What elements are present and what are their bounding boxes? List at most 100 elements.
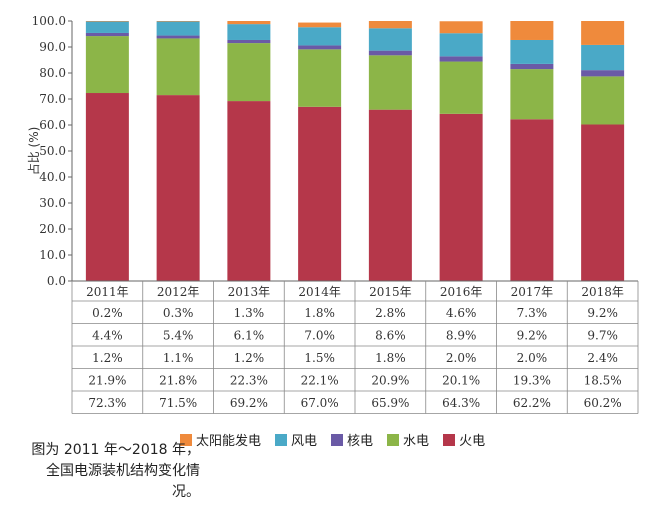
x-tick-label: 2018年: [581, 285, 624, 299]
bar-segment: [227, 39, 271, 44]
data-label: 4.6%: [446, 306, 477, 320]
bar-segment: [510, 119, 554, 281]
y-tick-label: 60.0: [39, 118, 66, 132]
data-label: 5.4%: [163, 329, 194, 343]
bar-segment: [581, 44, 625, 71]
bar-segment: [439, 56, 483, 62]
data-label: 7.0%: [304, 329, 335, 343]
bar-segment: [298, 106, 342, 281]
bar-segment: [85, 21, 129, 33]
bar-segment: [298, 22, 342, 28]
data-label: 18.5%: [584, 374, 622, 388]
bar-segment: [85, 32, 129, 37]
data-label: 21.9%: [88, 374, 126, 388]
data-label: 21.8%: [159, 374, 197, 388]
x-tick-label: 2012年: [157, 285, 200, 299]
data-label: 69.2%: [230, 396, 268, 410]
data-label: 1.8%: [375, 351, 406, 365]
data-label: 9.2%: [517, 329, 548, 343]
bar-segment: [298, 45, 342, 50]
bar-segment: [85, 93, 129, 282]
data-label: 6.1%: [234, 329, 265, 343]
legend-item: 水电: [387, 430, 429, 449]
y-tick-label: 50.0: [39, 144, 66, 158]
data-label: 65.9%: [371, 396, 409, 410]
bar-segment: [439, 113, 483, 281]
data-label: 9.2%: [587, 306, 618, 320]
data-label: 2.4%: [587, 351, 618, 365]
bar-segment: [368, 21, 412, 29]
bar-segment: [439, 21, 483, 34]
x-tick-label: 2011年: [86, 285, 129, 299]
bar-segment: [581, 70, 625, 77]
bar-segment: [581, 124, 625, 281]
data-label: 22.1%: [301, 374, 339, 388]
data-label: 20.9%: [371, 374, 409, 388]
bar-segment: [439, 61, 483, 114]
bar-segment: [510, 63, 554, 70]
bar-segment: [439, 33, 483, 57]
legend-swatch: [331, 433, 344, 446]
data-label: 9.7%: [587, 329, 618, 343]
legend-label: 核电: [347, 434, 374, 449]
bar-segment: [581, 76, 625, 125]
bar-segment: [85, 21, 129, 22]
legend-label: 火电: [459, 434, 486, 449]
data-label: 1.8%: [304, 306, 335, 320]
data-label: 19.3%: [513, 374, 551, 388]
x-tick-label: 2017年: [511, 285, 554, 299]
legend-swatch: [387, 433, 400, 446]
bar-segment: [156, 35, 200, 39]
bar-segment: [368, 28, 412, 51]
legend-item: 太阳能发电: [180, 430, 261, 449]
data-label: 2.0%: [517, 351, 548, 365]
data-label: 1.5%: [304, 351, 335, 365]
bar-segment: [298, 27, 342, 46]
data-label: 2.8%: [375, 306, 406, 320]
bar-segment: [510, 69, 554, 120]
legend-swatch: [180, 433, 192, 446]
y-tick-label: 40.0: [39, 170, 66, 184]
data-label: 62.2%: [513, 396, 551, 410]
y-tick-label: 10.0: [39, 248, 66, 262]
data-label: 60.2%: [584, 396, 622, 410]
bar-segment: [156, 21, 200, 22]
bar-segment: [156, 38, 200, 96]
data-label: 20.1%: [442, 374, 480, 388]
data-label: 8.6%: [375, 329, 406, 343]
data-label: 0.3%: [163, 306, 194, 320]
legend-label: 风电: [291, 434, 318, 449]
y-tick-label: 70.0: [39, 92, 66, 106]
legend-item: 火电: [443, 430, 485, 449]
bar-segment: [156, 21, 200, 36]
y-tick-label: 80.0: [39, 66, 66, 80]
data-label: 67.0%: [301, 396, 339, 410]
figure-caption: 图为 2011 年～2018 年，全国电源装机结构变化情况。: [31, 442, 200, 500]
data-label: 72.3%: [88, 396, 126, 410]
bar-segment: [156, 95, 200, 281]
x-tick-label: 2013年: [228, 285, 271, 299]
bar-segment: [227, 21, 271, 25]
legend-swatch: [275, 433, 288, 446]
x-tick-label: 2016年: [440, 285, 483, 299]
bar-segment: [368, 50, 412, 56]
bar-segment: [581, 21, 625, 45]
legend-label: 水电: [403, 434, 430, 449]
bar-segment: [227, 101, 271, 281]
data-label: 8.9%: [446, 329, 477, 343]
legend-item: 核电: [331, 430, 373, 449]
bar-segment: [510, 39, 554, 64]
bar-segment: [368, 109, 412, 281]
data-label: 1.1%: [163, 351, 194, 365]
bar-segment: [227, 43, 271, 102]
data-label: 1.2%: [92, 351, 123, 365]
y-tick-label: 0.0: [47, 274, 66, 288]
data-label: 4.4%: [92, 329, 123, 343]
legend-item: 风电: [275, 430, 317, 449]
bar-segment: [227, 24, 271, 40]
y-tick-label: 30.0: [39, 196, 66, 210]
x-tick-label: 2014年: [298, 285, 341, 299]
data-label: 7.3%: [517, 306, 548, 320]
bar-segment: [510, 21, 554, 40]
bar-segment: [368, 55, 412, 110]
